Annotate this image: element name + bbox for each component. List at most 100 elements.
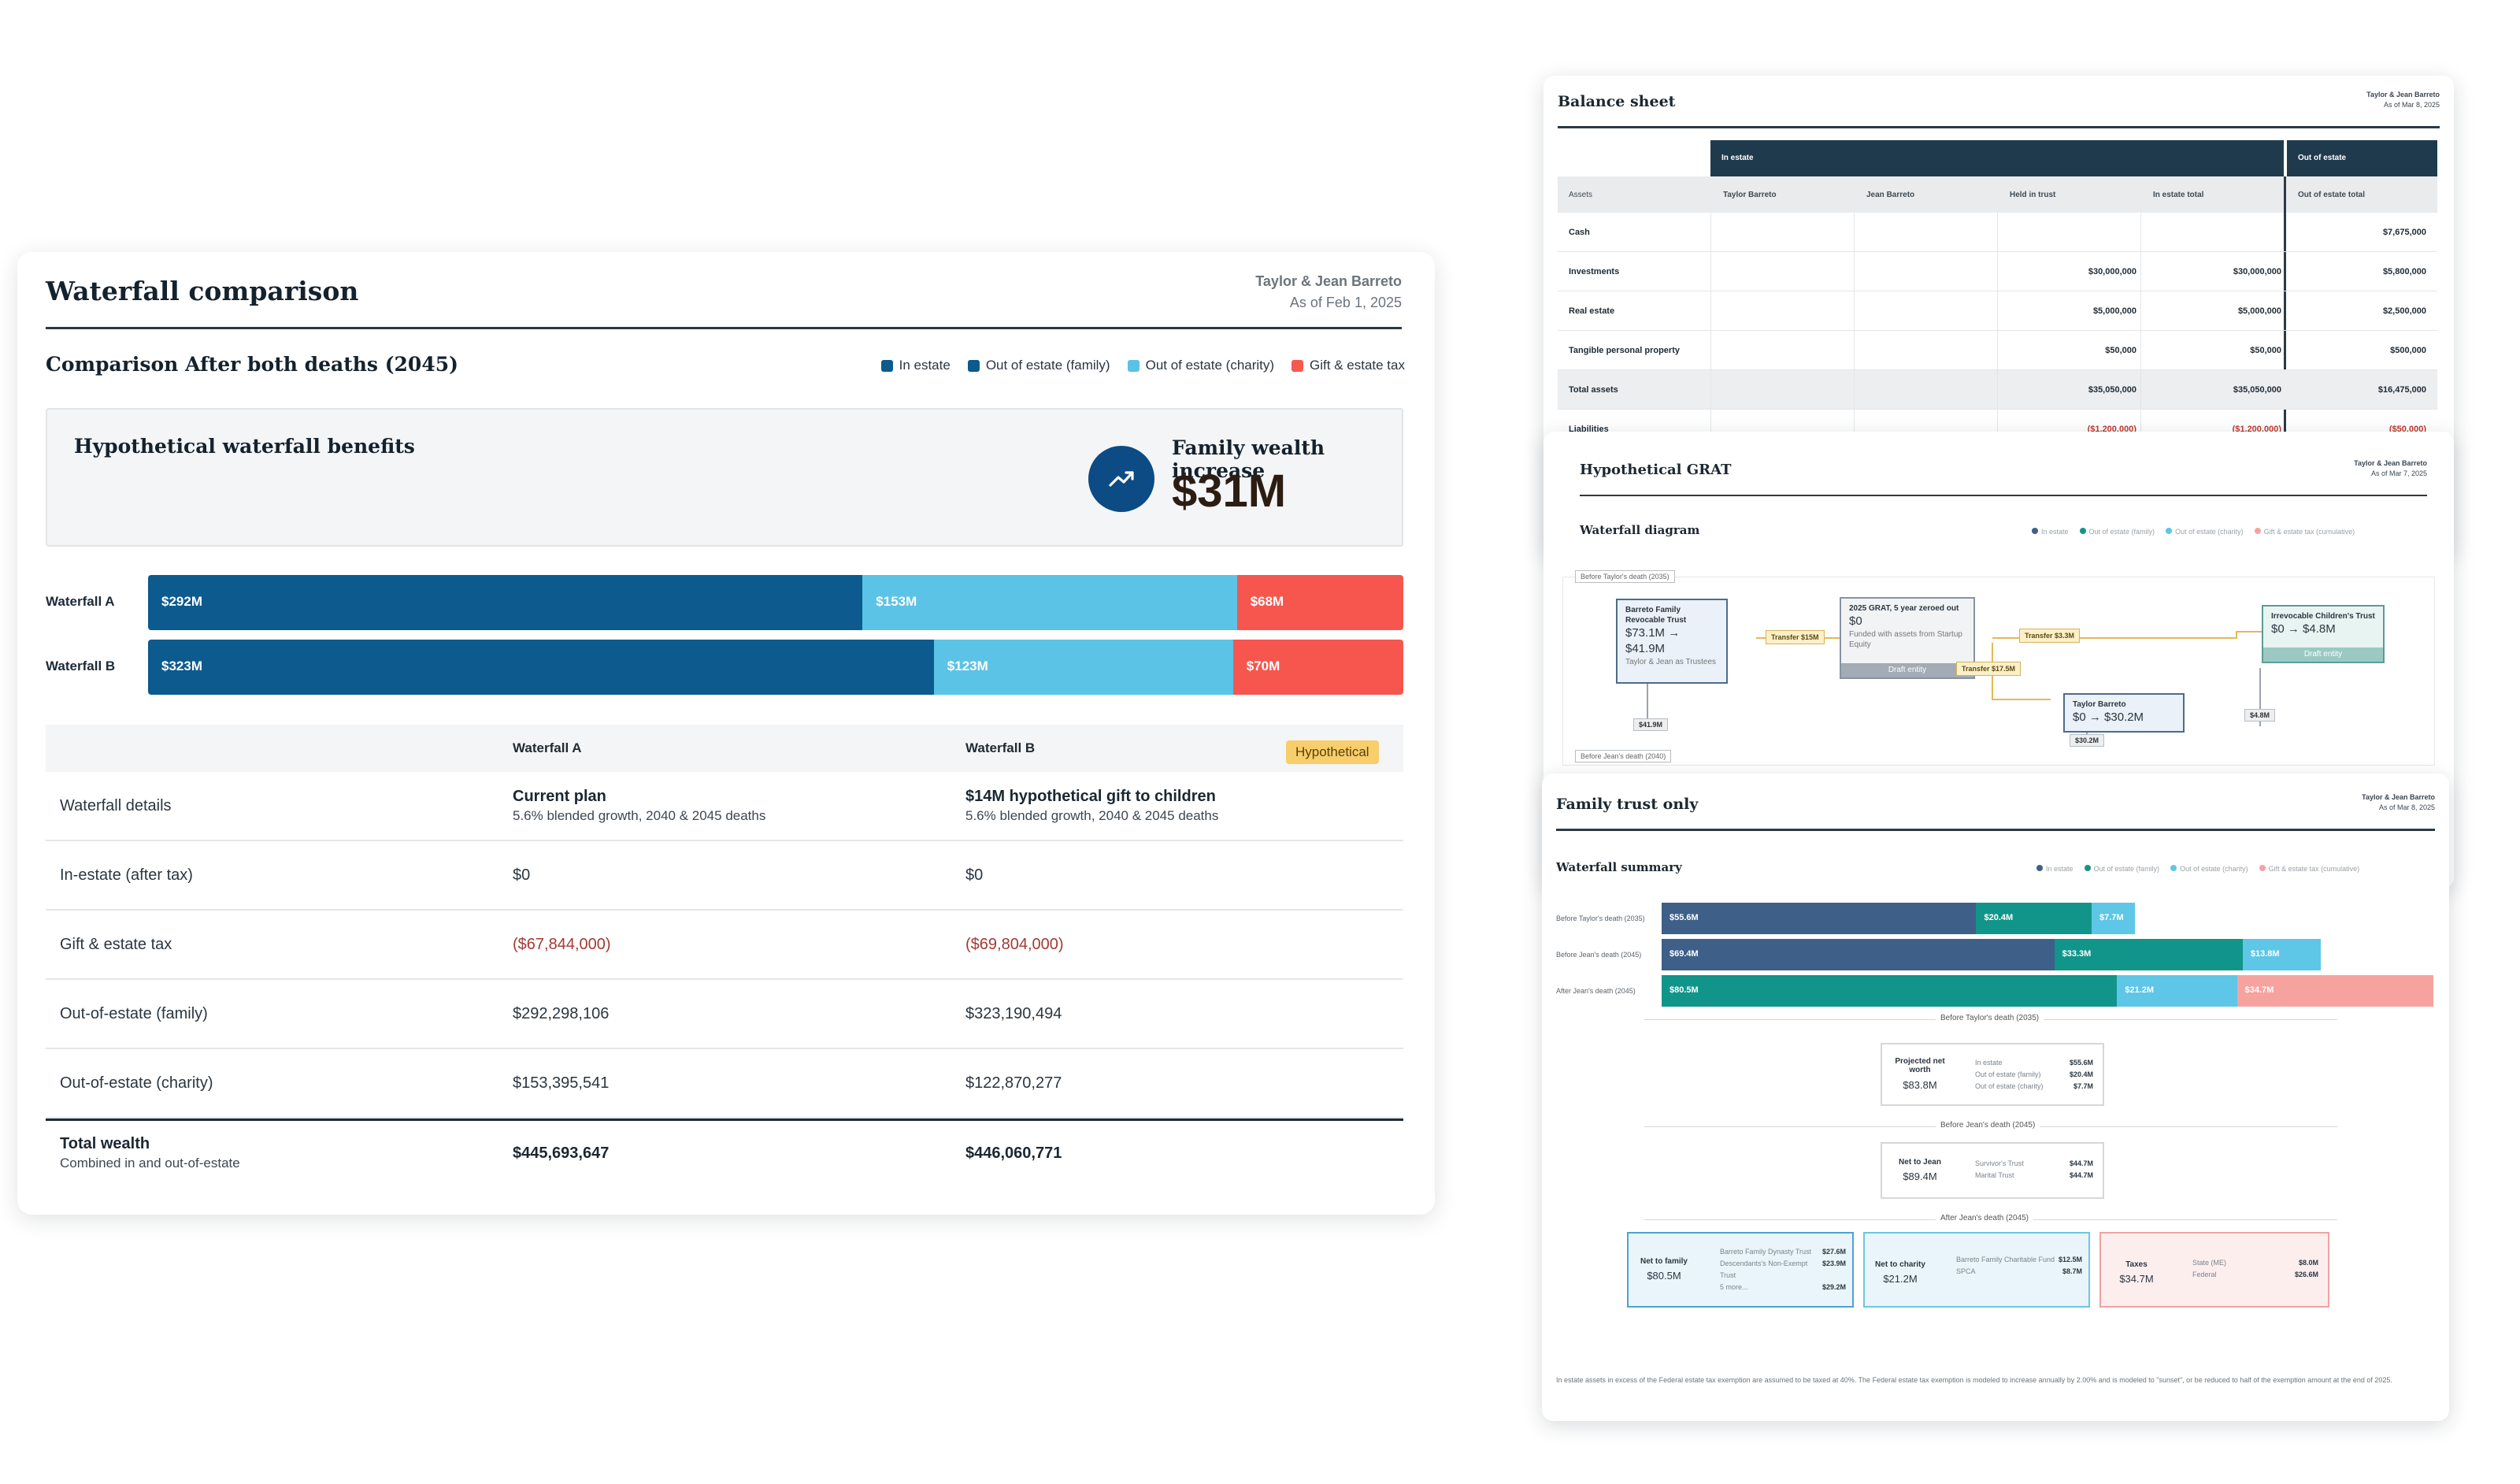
bar-segment-family[interactable]: $292M xyxy=(148,575,863,630)
line-label: Federal xyxy=(2192,1271,2217,1278)
legend-label: In estate xyxy=(2041,528,2069,536)
line-label: In estate xyxy=(1975,1059,2003,1067)
bar-segment-charity[interactable]: $7.7M xyxy=(2092,903,2136,934)
value-b: $323,190,494 xyxy=(965,1005,1062,1022)
bar-segment-tax[interactable]: $68M xyxy=(1236,575,1403,630)
table-row: Out-of-estate (charity) $153,395,541 $12… xyxy=(46,1049,1403,1119)
legend-item: Out of estate (family) xyxy=(2079,528,2155,536)
as-of-date: As of Mar 7, 2025 xyxy=(2370,469,2427,477)
line-value: $55.6M xyxy=(2069,1059,2093,1067)
legend-swatch xyxy=(967,359,980,372)
legend-label: Gift & estate tax xyxy=(1310,358,1405,373)
bar-segment-in[interactable]: $55.6M xyxy=(1662,903,1977,934)
col-waterfall-b: Waterfall B xyxy=(965,740,1036,755)
line-label: 5 more... xyxy=(1720,1283,1748,1291)
legend-label: Out of estate (charity) xyxy=(1145,358,1275,373)
legend-item: Out of estate (charity) xyxy=(2166,528,2244,536)
bar-segment-family[interactable]: $33.3M xyxy=(2054,939,2243,970)
client-info: Taylor & Jean Barreto As of Mar 8, 2025 xyxy=(2366,90,2440,110)
bar-segment-tax[interactable]: $70M xyxy=(1232,640,1403,695)
value-chip: $4.8M xyxy=(2244,709,2276,722)
transfer-chip: Transfer $3.3M xyxy=(2019,629,2081,643)
waterfall-b-row: Waterfall B $323M $123M $70M xyxy=(46,640,1403,695)
revocable-trust-node[interactable]: Barreto Family Revocable Trust $73.1M → … xyxy=(1616,599,1728,684)
legend-item: Gift & estate tax (cumulative) xyxy=(2259,865,2360,873)
row-label: Waterfall details xyxy=(60,797,172,814)
net-to-family-box: Net to family $80.5M Barreto Family Dyna… xyxy=(1627,1232,1854,1308)
box-line: Out of estate (family) $20.4M xyxy=(1975,1069,2093,1081)
legend-swatch xyxy=(2032,528,2038,534)
total-a: $445,693,647 xyxy=(513,1145,610,1162)
trust-legend: In estate Out of estate (family) Out of es… xyxy=(2036,865,2359,873)
cell: $30,000,000 xyxy=(2088,267,2136,276)
waterfall-comparison-card: Waterfall comparison Taylor & Jean Barre… xyxy=(17,252,1435,1215)
draft-entity-chip: Draft entity xyxy=(1841,663,1973,677)
bar-segment-charity[interactable]: $13.8M xyxy=(2242,939,2321,970)
line-value: $8.0M xyxy=(2298,1259,2318,1267)
client-info: Taylor & Jean Barreto As of Mar 7, 2025 xyxy=(2354,458,2427,479)
stacked-bar: $80.5M $21.2M $34.7M xyxy=(1662,975,2433,1007)
legend-swatch xyxy=(2259,865,2266,871)
client-info: Taylor & Jean Barreto As of Mar 8, 2025 xyxy=(2362,792,2435,813)
trending-up-icon xyxy=(1088,446,1154,512)
bar-label: Before Jean's death (2045) xyxy=(1556,951,1642,959)
box-line: In estate $55.6M xyxy=(1975,1057,2093,1069)
in-estate-group-header: In estate xyxy=(1710,140,2284,176)
legend-item: Gift & estate tax xyxy=(1292,358,1405,373)
bar-segment-family[interactable]: $20.4M xyxy=(1976,903,2092,934)
line-value: $44.7M xyxy=(2069,1159,2093,1167)
cell-divider xyxy=(1710,213,1711,449)
plan-a-title: Current plan xyxy=(513,788,606,805)
row-label: Out-of-estate (family) xyxy=(60,1005,208,1022)
box-line: 5 more... $29.2M xyxy=(1720,1282,1846,1293)
legend-label: Out of estate (family) xyxy=(2093,865,2160,873)
stacked-bar: $69.4M $33.3M $13.8M xyxy=(1662,939,2321,970)
stage-label: Before Jean's death (2040) xyxy=(1575,750,1672,762)
line-label: Marital Trust xyxy=(1975,1171,2014,1179)
cell: $35,050,000 xyxy=(2088,385,2136,395)
line-value: $26.6M xyxy=(2294,1271,2318,1278)
bar-segment-family[interactable]: $323M xyxy=(148,640,934,695)
hypothetical-badge: Hypothetical xyxy=(1286,740,1379,764)
title-divider xyxy=(1556,829,2435,831)
table-row: Waterfall details Current plan 5.6% blen… xyxy=(46,772,1403,841)
section-caption: After Jean's death (2045) xyxy=(1936,1214,2033,1222)
bar-segment-charity[interactable]: $153M xyxy=(862,575,1237,630)
section-caption: Before Jean's death (2045) xyxy=(1936,1121,2040,1130)
chart-legend: In estate Out of estate (family) Out of es… xyxy=(880,358,1405,373)
bar-segment-tax[interactable]: $34.7M xyxy=(2236,975,2433,1007)
section-title: Waterfall diagram xyxy=(1580,523,1700,537)
taxes-box: Taxes $34.7M State (ME) $8.0M Federal $26.6… xyxy=(2099,1232,2329,1308)
box-line: Survivor's Trust $44.7M xyxy=(1975,1158,2093,1170)
family-wealth-label: Family wealth increase xyxy=(1172,436,1325,482)
cell: $2,500,000 xyxy=(2382,306,2426,316)
line-value: $7.7M xyxy=(2073,1082,2093,1090)
cell-divider xyxy=(1854,213,1855,449)
taylor-barreto-node[interactable]: Taylor Barreto $0 → $30.2M xyxy=(2063,693,2185,733)
legend-swatch xyxy=(1127,359,1140,372)
grat-node[interactable]: 2025 GRAT, 5 year zeroed out $0 Funded w… xyxy=(1840,597,1975,679)
card-title: Waterfall comparison xyxy=(46,276,359,306)
cell: $16,475,000 xyxy=(2377,385,2426,395)
line-value: $12.5M xyxy=(2058,1256,2082,1263)
cell: Real estate xyxy=(1569,306,1615,316)
line-value: $27.6M xyxy=(1821,1248,1846,1256)
childrens-trust-node[interactable]: Irrevocable Children's Trust $0 → $4.8M … xyxy=(2262,605,2385,663)
family-wealth-value: $31M xyxy=(1172,466,1287,517)
bar-segment-charity[interactable]: $123M xyxy=(933,640,1233,695)
legend-item: Out of estate (family) xyxy=(2084,865,2160,873)
legend-item: In estate xyxy=(2036,865,2073,873)
value-b: $0 xyxy=(965,866,984,884)
value-a: ($67,844,000) xyxy=(513,936,611,953)
legend-label: Gift & estate tax (cumulative) xyxy=(2268,865,2360,873)
bar-segment-charity[interactable]: $21.2M xyxy=(2117,975,2237,1007)
plan-b-title: $14M hypothetical gift to children xyxy=(965,788,1216,805)
bar-segment-family[interactable]: $80.5M xyxy=(1662,975,2118,1007)
waterfall-a-label: Waterfall A xyxy=(46,594,115,609)
box-line: Marital Trust $44.7M xyxy=(1975,1170,2093,1182)
row-label: Gift & estate tax xyxy=(60,936,172,953)
transfer-chip: Transfer $15M xyxy=(1766,630,1825,644)
legend-label: Out of estate (family) xyxy=(985,358,1110,373)
legend-swatch xyxy=(1292,359,1304,372)
bar-segment-in[interactable]: $69.4M xyxy=(1662,939,2055,970)
